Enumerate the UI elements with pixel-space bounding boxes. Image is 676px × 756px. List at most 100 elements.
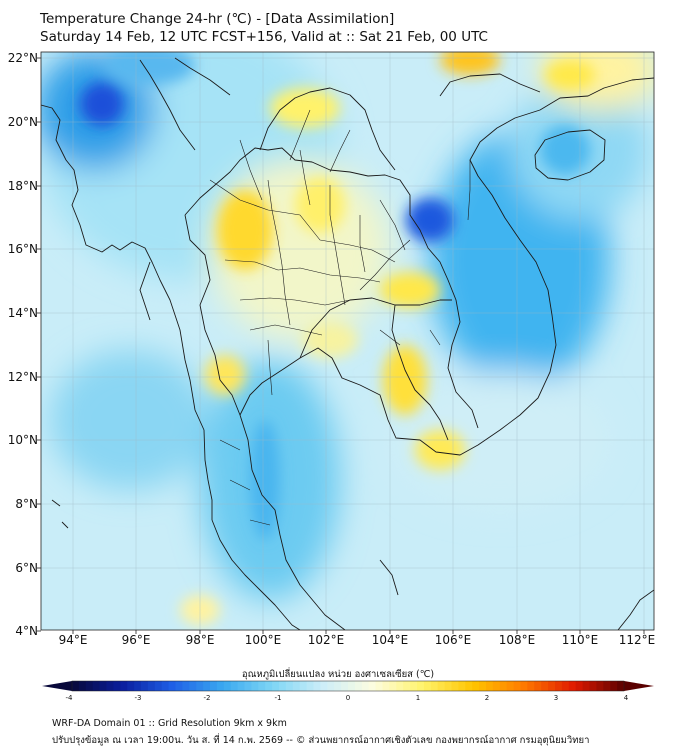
colorbar-cell bbox=[120, 681, 128, 691]
colorbar-cell bbox=[582, 681, 591, 691]
colorbar-cell bbox=[534, 681, 542, 691]
lat-lon-gridlines bbox=[41, 52, 654, 630]
colorbar-cell bbox=[341, 681, 349, 691]
colorbar-cell bbox=[568, 681, 577, 691]
colorbar-cell bbox=[320, 681, 328, 691]
colorbar-cell bbox=[72, 681, 80, 691]
colorbar-cell bbox=[299, 681, 308, 691]
colorbar-cell bbox=[375, 681, 384, 691]
colorbar-cell bbox=[465, 681, 473, 691]
colorbar-cell bbox=[603, 681, 611, 691]
map-subtitle: Saturday 14 Feb, 12 UTC FCST+156, Valid … bbox=[40, 29, 488, 45]
colorbar-cell bbox=[244, 681, 252, 691]
colorbar-cell bbox=[230, 681, 239, 691]
map-frame bbox=[40, 51, 655, 631]
lon-label: 102°E bbox=[307, 633, 345, 647]
colorbar-cell bbox=[492, 681, 501, 691]
colorbar-tick: -4 bbox=[65, 694, 73, 702]
lon-label: 112°E bbox=[618, 633, 656, 647]
colorbar-cell bbox=[520, 681, 528, 691]
colorbar-cell bbox=[182, 681, 190, 691]
colorbar-cell bbox=[78, 681, 87, 691]
lat-label: 18°N bbox=[7, 179, 38, 193]
colorbar-cell bbox=[610, 681, 618, 691]
colorbar-cell bbox=[237, 681, 246, 691]
axis-tickmarks bbox=[37, 57, 645, 634]
colorbar-cell bbox=[361, 681, 370, 691]
colorbar-cell bbox=[423, 681, 432, 691]
lat-label: 8°N bbox=[15, 497, 38, 511]
colorbar-cell bbox=[147, 681, 156, 691]
footer-model-info: WRF-DA Domain 01 :: Grid Resolution 9km … bbox=[52, 718, 287, 729]
colorbar-cell bbox=[354, 681, 363, 691]
colorbar-cell bbox=[258, 681, 266, 691]
colorbar-cell bbox=[513, 681, 522, 691]
colorbar-cell bbox=[99, 681, 108, 691]
colorbar-cell bbox=[596, 681, 604, 691]
map-title: Temperature Change 24-hr (℃) - [Data Ass… bbox=[40, 11, 395, 27]
colorbar-cell bbox=[575, 681, 584, 691]
colorbar bbox=[42, 680, 654, 692]
colorbar-cell bbox=[127, 681, 135, 691]
colorbar-cell bbox=[348, 681, 356, 691]
lon-label: 104°E bbox=[371, 633, 409, 647]
colorbar-cell bbox=[292, 681, 301, 691]
colorbar-tick: 2 bbox=[484, 694, 490, 702]
colorbar-cell bbox=[479, 681, 487, 691]
colorbar-cell bbox=[265, 681, 273, 691]
colorbar-cell bbox=[279, 681, 287, 691]
colorbar-cell bbox=[389, 681, 397, 691]
colorbar-cell bbox=[189, 681, 197, 691]
lon-label: 106°E bbox=[434, 633, 472, 647]
colorbar-cell bbox=[417, 681, 425, 691]
colorbar-cell bbox=[548, 681, 556, 691]
colorbar-cell bbox=[527, 681, 535, 691]
colorbar-cell bbox=[285, 681, 294, 691]
colorbar-cell bbox=[472, 681, 480, 691]
colorbar-cell bbox=[313, 681, 321, 691]
colorbar-cell bbox=[403, 681, 411, 691]
lat-label: 14°N bbox=[7, 306, 38, 320]
colorbar-cell bbox=[410, 681, 418, 691]
colorbar-cell bbox=[196, 681, 204, 691]
colorbar-tick: 3 bbox=[553, 694, 559, 702]
lat-label: 16°N bbox=[7, 242, 38, 256]
colorbar-cell bbox=[168, 681, 177, 691]
colorbar-cell bbox=[617, 681, 625, 691]
lat-label: 10°N bbox=[7, 433, 38, 447]
colorbar-cell bbox=[327, 681, 335, 691]
colorbar-cell bbox=[161, 681, 170, 691]
colorbar-cell bbox=[486, 681, 494, 691]
colorbar-cell bbox=[334, 681, 342, 691]
lat-label: 4°N bbox=[15, 624, 38, 638]
colorbar-cell bbox=[216, 681, 225, 691]
temperature-field bbox=[41, 52, 654, 630]
colorbar-cell bbox=[430, 681, 439, 691]
colorbar-cell bbox=[141, 681, 149, 691]
colorbar-cell bbox=[458, 681, 466, 691]
colorbar-tick: 0 bbox=[345, 694, 351, 702]
colorbar-cell bbox=[368, 681, 377, 691]
colorbar-cell bbox=[444, 681, 453, 691]
colorbar-min-arrow bbox=[42, 681, 72, 691]
colorbar-cell bbox=[451, 681, 459, 691]
colorbar-cell bbox=[175, 681, 183, 691]
colorbar-cell bbox=[210, 681, 218, 691]
colorbar-tick: -3 bbox=[134, 694, 142, 702]
lat-label: 6°N bbox=[15, 561, 38, 575]
lat-label: 12°N bbox=[7, 370, 38, 384]
colorbar-cell bbox=[203, 681, 211, 691]
lon-label: 108°E bbox=[498, 633, 536, 647]
colorbar-cell bbox=[85, 681, 94, 691]
footer-credit: ปรับปรุงข้อมูล ณ เวลา 19:00น. วัน ส. ที่… bbox=[52, 735, 590, 746]
coastlines-and-borders bbox=[41, 57, 654, 630]
colorbar-tick: 4 bbox=[623, 694, 629, 702]
lon-label: 110°E bbox=[561, 633, 599, 647]
colorbar-cell bbox=[561, 681, 570, 691]
colorbar-cell bbox=[396, 681, 404, 691]
colorbar-cell bbox=[154, 681, 163, 691]
colorbar-cell bbox=[499, 681, 508, 691]
colorbar-cell bbox=[113, 681, 121, 691]
colorbar-cell bbox=[251, 681, 259, 691]
